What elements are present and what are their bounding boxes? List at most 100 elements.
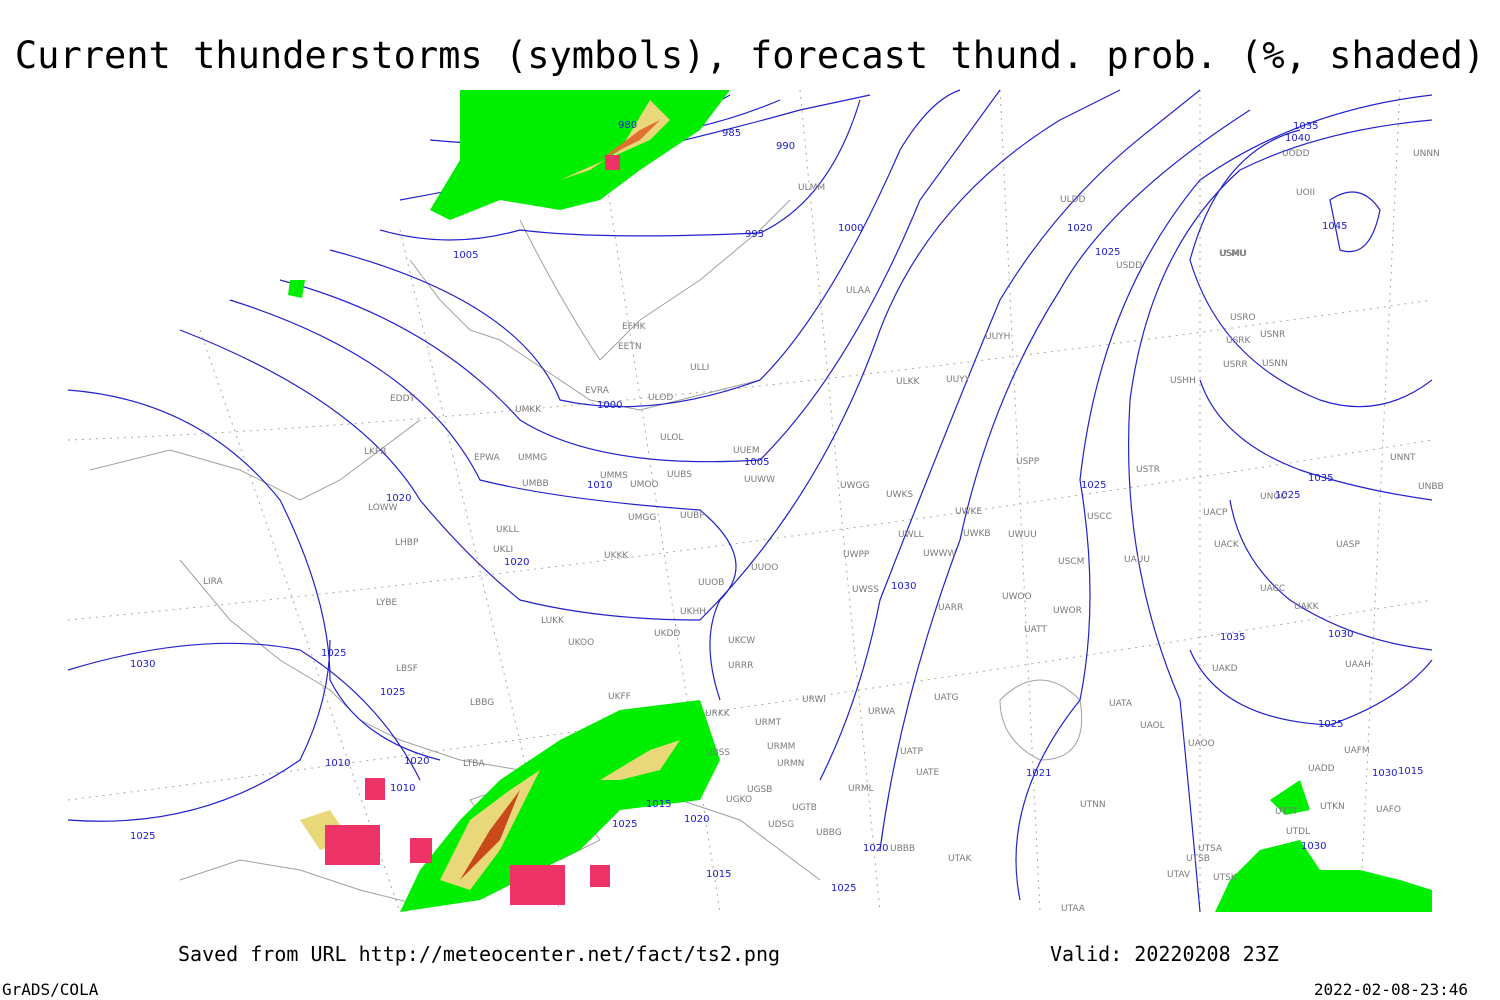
station-code: UBBG <box>816 828 842 838</box>
isobar-label: 1020 <box>386 493 411 504</box>
station-code: UKKK <box>604 551 629 561</box>
station-code: LIRA <box>203 577 224 587</box>
station-code: UTTT <box>1275 807 1298 817</box>
isobar-label: 1040 <box>1285 133 1310 144</box>
valid-time: Valid: 20220208 23Z <box>1050 942 1279 966</box>
station-code: ULOD <box>648 393 673 403</box>
station-code: UUOB <box>698 578 724 588</box>
station-code: ULDD <box>1060 195 1086 205</box>
station-code: UACP <box>1203 508 1228 518</box>
station-code: EVRA <box>585 386 610 396</box>
station-code: LUKK <box>541 616 565 626</box>
isobar-label: 1000 <box>838 223 863 234</box>
station-code: LOWW <box>368 503 398 513</box>
station-code: EFHK <box>622 322 647 332</box>
station-code: USNR <box>1260 330 1285 340</box>
station-code: UAOO <box>1188 739 1215 749</box>
station-code: UWPP <box>843 550 870 560</box>
station-code: UMOO <box>630 480 659 490</box>
isobar-label: 1025 <box>1081 480 1106 491</box>
isobar-label: 980 <box>618 120 637 131</box>
station-code: UKLI <box>493 545 513 555</box>
isobar-label: 1025 <box>612 819 637 830</box>
station-code: UGTB <box>792 803 817 813</box>
station-code: UMBB <box>522 479 549 489</box>
station-code: UMMS <box>600 471 628 481</box>
station-code: UMKK <box>515 405 542 415</box>
station-code: LYBE <box>376 598 397 608</box>
station-code: EPWA <box>474 453 501 463</box>
station-code: UWKB <box>963 529 991 539</box>
station-code: UODD <box>1282 149 1310 159</box>
station-code: UTSB <box>1186 854 1210 864</box>
station-code: UBSS <box>706 748 730 758</box>
isobar-label: 995 <box>745 229 764 240</box>
isobars <box>67 89 1433 913</box>
station-code: UKCW <box>728 636 755 646</box>
station-code: UNBB <box>1418 482 1444 492</box>
station-code: ULOL <box>660 433 683 443</box>
station-code: USTR <box>1136 465 1160 475</box>
station-code: URRR <box>728 661 753 671</box>
station-code: USMU <box>1220 249 1247 259</box>
station-code: USDD <box>1116 261 1142 271</box>
isobar-label: 1000 <box>597 400 622 411</box>
station-code: UWKE <box>955 507 982 517</box>
station-code: UBBB <box>890 844 915 854</box>
isobar-label: 1025 <box>1318 719 1343 730</box>
station-code: UATA <box>1109 699 1133 709</box>
isobar-label: 1025 <box>831 883 856 894</box>
station-code: UAKK <box>1294 602 1320 612</box>
station-code: UATP <box>900 747 924 757</box>
station-code: USRO <box>1230 313 1256 323</box>
station-code: UADD <box>1308 764 1335 774</box>
station-code: UASP <box>1336 540 1360 550</box>
isobar-labels: 980 985 990 995 1000 1005 1000 1005 1010 1020 1025… <box>130 120 1423 894</box>
map-area: 980 985 990 995 1000 1005 1000 1005 1010 1020 1025… <box>67 89 1444 914</box>
thunderstorm-symbols <box>325 155 620 905</box>
station-code: UDSG <box>768 820 794 830</box>
station-code: UATE <box>916 768 940 778</box>
station-code: UTSK <box>1213 873 1238 883</box>
isobar-label: 1025 <box>1095 247 1120 258</box>
station-code: LHBP <box>395 538 419 548</box>
station-code: UKDD <box>654 629 680 639</box>
station-code: USPP <box>1016 457 1040 467</box>
isobar-label: 1010 <box>587 480 612 491</box>
station-code: LBSF <box>396 664 418 674</box>
isobar-label: 1035 <box>1308 473 1333 484</box>
isobar-label: 1020 <box>404 756 429 767</box>
station-code: UTAA <box>1061 904 1086 914</box>
source-url: Saved from URL http://meteocenter.net/fa… <box>178 942 780 966</box>
station-code: URWI <box>802 695 826 705</box>
isobar-label: 1035 <box>1293 121 1318 132</box>
isobar-label: 1020 <box>863 843 888 854</box>
station-code: USRK <box>1226 336 1252 346</box>
isobar-label: 1025 <box>380 687 405 698</box>
station-code: UTAK <box>948 854 973 864</box>
isobar-label: 1020 <box>504 557 529 568</box>
isobar-label: 1025 <box>1275 490 1300 501</box>
station-labels: ULMM ULDD USDD USMU ULAA ULLI EFHK EETN EVRA ULOD… <box>203 149 1444 914</box>
station-code: ULMM <box>798 183 825 193</box>
station-code: URMM <box>767 742 795 752</box>
station-code: LTBA <box>463 759 485 769</box>
station-code: UWGG <box>840 481 869 491</box>
station-code: UAAH <box>1345 660 1371 670</box>
station-code: UACC <box>1260 584 1285 594</box>
station-code: UAFM <box>1344 746 1370 756</box>
station-code: UWOO <box>1002 592 1032 602</box>
isobar-label: 1030 <box>1301 841 1326 852</box>
station-code: URMT <box>755 718 782 728</box>
station-code: UATG <box>934 693 959 703</box>
isobar-label: 1010 <box>390 783 415 794</box>
station-code: UNNN <box>1413 149 1440 159</box>
isobar-label: 1015 <box>1398 766 1423 777</box>
station-code: UAUU <box>1124 555 1150 565</box>
station-code: UGSB <box>747 785 772 795</box>
station-code: USRR <box>1223 360 1248 370</box>
title: Current thunderstorms (symbols), forecas… <box>15 34 1485 77</box>
station-code: UUEM <box>733 446 760 456</box>
